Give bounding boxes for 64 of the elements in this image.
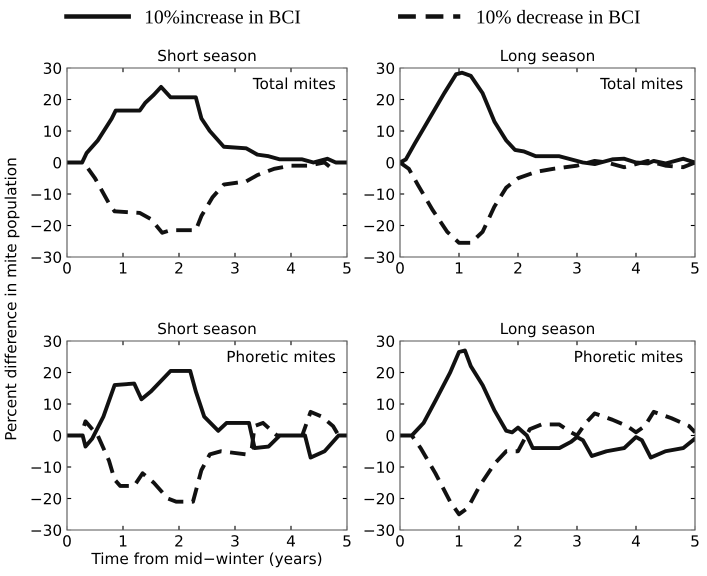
chart-title: Long season xyxy=(501,50,594,64)
y-tick-label: 0 xyxy=(53,156,62,169)
y-tick-label: 10 xyxy=(44,125,62,138)
y-tick-label: −30 xyxy=(32,524,62,536)
x-tick-label: 3 xyxy=(231,262,239,274)
y-tick-label: −10 xyxy=(364,461,394,474)
y-tick-label: 10 xyxy=(377,125,394,138)
y-tick-label: −10 xyxy=(32,461,62,474)
x-tick-label: 3 xyxy=(573,262,581,274)
x-tick-label: 2 xyxy=(514,535,522,546)
x-axis-title: Time from mid−winter (years) xyxy=(91,552,322,568)
x-tick-label: 3 xyxy=(231,535,239,547)
y-tick-label: 30 xyxy=(376,335,394,348)
y-tick-label: 10 xyxy=(377,398,394,410)
chart-title: Short season xyxy=(158,49,256,62)
y-tick-label: −10 xyxy=(364,188,394,200)
chart-title: Long season xyxy=(501,322,594,338)
y-tick-label: 30 xyxy=(376,62,394,74)
x-tick-label: 2 xyxy=(175,535,182,546)
y-tick-label: −30 xyxy=(32,251,62,264)
x-tick-label: 4 xyxy=(286,262,296,274)
x-tick-label: 0 xyxy=(396,535,404,547)
y-tick-label: 30 xyxy=(44,62,62,74)
y-tick-label: −30 xyxy=(364,251,394,264)
y-tick-label: 20 xyxy=(376,94,394,106)
x-tick-label: 2 xyxy=(514,262,522,274)
y-tick-label: −20 xyxy=(32,220,62,232)
y-tick-label: −20 xyxy=(32,492,62,505)
x-tick-label: 4 xyxy=(286,535,296,546)
x-tick-label: 4 xyxy=(632,535,640,546)
annotation: Total mites xyxy=(600,77,682,90)
y-tick-label: 0 xyxy=(53,430,62,442)
x-tick-label: 2 xyxy=(175,262,182,274)
x-tick-label: 4 xyxy=(632,262,640,274)
y-tick-label: 0 xyxy=(386,430,394,442)
x-tick-label: 1 xyxy=(456,535,462,546)
y-axis-title: Percent difference in mite population xyxy=(4,158,20,440)
x-tick-label: 1 xyxy=(456,262,462,274)
legend-label: 10%increase in BCI xyxy=(146,10,300,24)
y-tick-label: 20 xyxy=(376,366,394,379)
x-tick-label: 0 xyxy=(63,262,71,274)
legend-label: 10% decrease in BCI xyxy=(478,10,640,24)
y-tick-label: −20 xyxy=(364,492,394,505)
y-tick-label: −20 xyxy=(364,220,394,232)
x-tick-label: 5 xyxy=(343,535,351,547)
y-tick-label: 20 xyxy=(44,94,62,106)
y-tick-label: 10 xyxy=(44,398,62,410)
x-tick-label: 5 xyxy=(691,535,699,547)
annotation: Total mites xyxy=(252,77,336,90)
y-tick-label: 30 xyxy=(44,335,62,348)
annotation: Phoretic mites xyxy=(575,350,682,362)
x-tick-label: 5 xyxy=(691,262,699,274)
y-tick-label: 0 xyxy=(386,156,394,169)
annotation: Phoretic mites xyxy=(228,350,336,362)
y-tick-label: −10 xyxy=(32,188,62,200)
x-tick-label: 0 xyxy=(63,535,71,547)
y-tick-label: 20 xyxy=(44,366,62,379)
x-tick-label: 1 xyxy=(120,535,126,546)
x-tick-label: 0 xyxy=(396,262,404,274)
x-tick-label: 1 xyxy=(120,262,126,274)
x-tick-label: 5 xyxy=(343,262,351,274)
x-tick-label: 3 xyxy=(573,535,581,547)
chart-title: Short season xyxy=(158,322,256,334)
y-tick-label: −30 xyxy=(364,524,394,536)
